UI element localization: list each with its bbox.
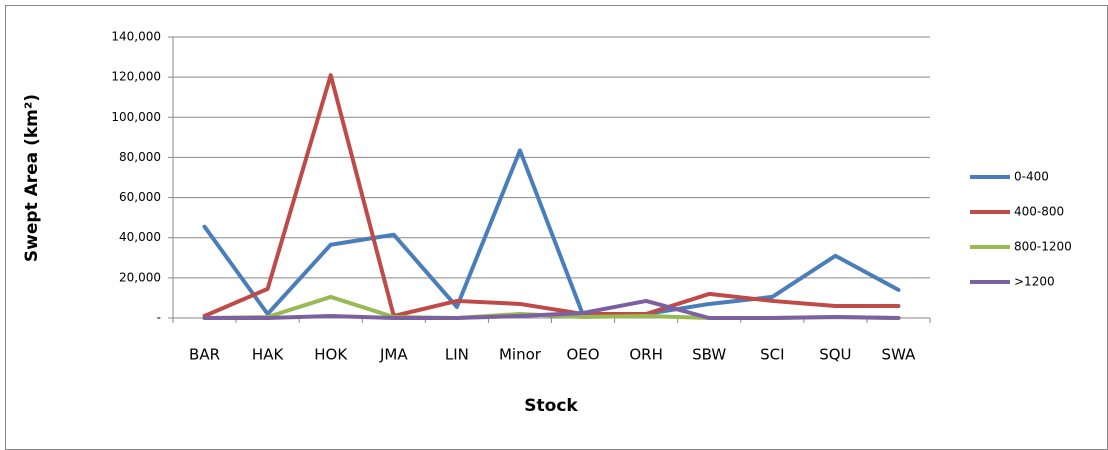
x-tick-label: OEO: [566, 346, 599, 364]
y-tick-label: 20,000: [119, 270, 161, 284]
x-tick-label: BAR: [189, 346, 220, 364]
series-line: [202, 73, 901, 318]
x-tick-label: HOK: [314, 346, 348, 364]
legend-label: 400-800: [1014, 205, 1064, 219]
y-tick-label: -: [157, 311, 161, 325]
y-tick-label: 100,000: [111, 110, 161, 124]
x-tick-label: LIN: [445, 346, 469, 364]
x-tick-label: Minor: [499, 346, 542, 364]
x-axis-title: Stock: [524, 396, 578, 416]
chart-border: [5, 5, 1108, 450]
series-line: [202, 298, 901, 320]
x-tick-label: ORH: [629, 346, 663, 364]
x-tick-label: SWA: [882, 346, 917, 364]
legend-label: 800-1200: [1014, 240, 1072, 254]
legend-label: >1200: [1014, 275, 1055, 289]
legend-label: 0-400: [1014, 170, 1049, 184]
x-tick-label: SQU: [819, 346, 851, 364]
y-tick-label: 120,000: [111, 70, 161, 84]
y-axis-title: Swept Area (km²): [22, 94, 42, 262]
y-tick-label: 60,000: [119, 190, 161, 204]
x-tick-label: JMA: [379, 346, 408, 364]
y-tick-label: 140,000: [111, 30, 161, 44]
y-tick-label: 80,000: [119, 150, 161, 164]
x-tick-label: HAK: [252, 346, 285, 364]
x-tick-label: SCI: [760, 346, 784, 364]
y-tick-label: 40,000: [119, 230, 161, 244]
x-tick-label: SBW: [692, 346, 726, 364]
series-line: [202, 148, 901, 317]
